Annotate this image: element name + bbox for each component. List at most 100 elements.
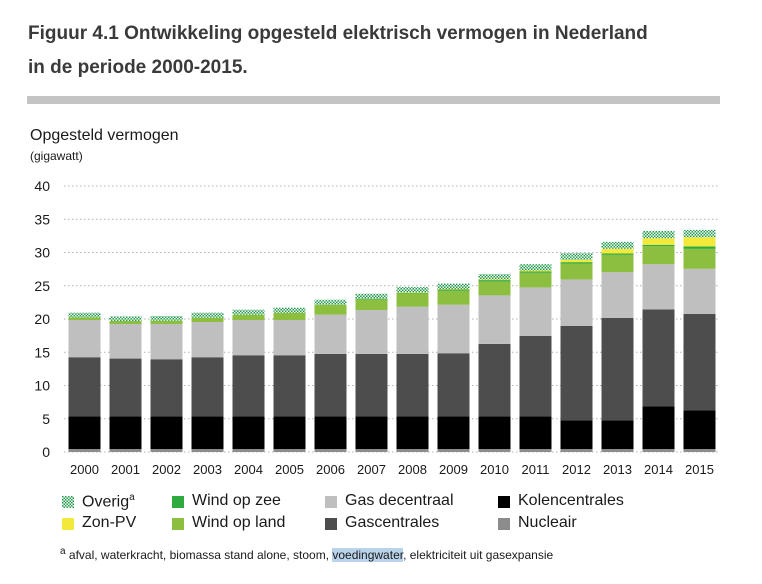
bar-segment-kolencentrales — [314, 416, 347, 450]
bar-segment-zon-pv — [642, 238, 675, 245]
bar-segment-zon-pv — [478, 279, 511, 281]
bars — [68, 229, 716, 452]
bar-segment-gas-decentraal — [191, 321, 224, 358]
bar-segment-nucleair — [683, 449, 716, 452]
bar-segment-gas-decentraal — [273, 319, 306, 356]
bar-segment-nucleair — [478, 449, 511, 452]
bar-segment-nucleair — [150, 449, 183, 452]
legend-swatch — [498, 518, 510, 530]
bar-segment-gas-decentraal — [314, 314, 347, 354]
legend-swatch — [325, 496, 337, 508]
bar-segment-wind-op-zee — [519, 271, 552, 273]
bar-segment-kolencentrales — [191, 416, 224, 450]
bar-segment-wind-op-land — [601, 254, 634, 273]
bar-segment-gascentrales — [314, 353, 347, 417]
x-tick-label: 2003 — [193, 462, 222, 477]
bar-segment-wind-op-land — [642, 246, 675, 265]
bar-segment-wind-op-zee — [355, 298, 388, 300]
bar-segment-overig — [601, 241, 634, 249]
bar-segment-overig — [519, 264, 552, 271]
bar-segment-nucleair — [519, 449, 552, 452]
x-tick-label: 2008 — [398, 462, 427, 477]
legend-label: Gascentrales — [345, 514, 440, 531]
y-axis-label: Opgesteld vermogen — [30, 127, 179, 144]
bar-segment-gas-decentraal — [642, 264, 675, 310]
bar-segment-wind-op-land — [355, 299, 388, 311]
bar-segment-wind-op-zee — [560, 262, 593, 264]
y-tick-label: 5 — [42, 411, 50, 427]
bar-stack-2001 — [109, 316, 142, 452]
y-tick-label: 10 — [34, 378, 50, 394]
bar-segment-kolencentrales — [560, 420, 593, 450]
figure-title-line-2: in de periode 2000-2015. — [28, 57, 248, 78]
bar-stack-2002 — [150, 316, 183, 452]
figure-title-line-1: Figuur 4.1 Ontwikkeling opgesteld elektr… — [28, 23, 648, 44]
bar-segment-gascentrales — [273, 355, 306, 417]
bar-segment-kolencentrales — [396, 416, 429, 450]
bar-segment-overig — [314, 299, 347, 305]
x-tick-label: 2015 — [685, 462, 714, 477]
bar-segment-overig — [273, 307, 306, 313]
bar-segment-overig — [355, 293, 388, 299]
bar-segment-gascentrales — [478, 343, 511, 417]
bar-stack-2000 — [68, 312, 101, 452]
bar-segment-kolencentrales — [232, 416, 265, 450]
bar-segment-wind-op-land — [437, 290, 470, 305]
legend-swatch — [325, 518, 337, 530]
x-tick-label: 2011 — [522, 462, 550, 477]
bar-stack-2004 — [232, 309, 265, 452]
title-divider — [27, 96, 720, 104]
bar-segment-gas-decentraal — [68, 319, 101, 358]
bar-segment-overig — [642, 230, 675, 239]
x-tick-label: 2009 — [439, 462, 468, 477]
footnote-text-after: , elektriciteit uit gasexpansie — [403, 548, 554, 562]
x-tick-label: 2014 — [644, 462, 673, 477]
bar-segment-gascentrales — [437, 353, 470, 417]
legend-label: Kolencentrales — [518, 492, 624, 509]
x-tick-label: 2005 — [275, 462, 304, 477]
x-tick-label: 2001 — [111, 462, 140, 477]
x-tick-label: 2010 — [480, 462, 509, 477]
bar-segment-zon-pv — [560, 259, 593, 263]
bar-segment-wind-op-zee — [601, 253, 634, 255]
bar-segment-kolencentrales — [150, 416, 183, 450]
bar-segment-gascentrales — [355, 353, 388, 417]
x-tick-label: 2004 — [234, 462, 263, 477]
legend-label: Gas decentraal — [345, 492, 454, 509]
legend-label: Nucleair — [518, 514, 577, 531]
bar-segment-kolencentrales — [68, 416, 101, 450]
footnote-highlighted-text[interactable]: voedingwater — [332, 548, 404, 562]
bar-segment-gas-decentraal — [150, 323, 183, 360]
bar-segment-gascentrales — [560, 325, 593, 421]
bar-segment-overig — [191, 312, 224, 318]
bar-segment-gas-decentraal — [478, 295, 511, 344]
x-tick-label: 2000 — [70, 462, 99, 477]
bar-segment-nucleair — [109, 449, 142, 452]
bar-segment-wind-op-zee — [478, 280, 511, 282]
bar-segment-gas-decentraal — [560, 279, 593, 326]
bar-segment-nucleair — [191, 449, 224, 452]
y-tick-label: 25 — [34, 278, 50, 294]
x-tick-label: 2007 — [357, 462, 386, 477]
bar-segment-wind-op-land — [232, 314, 265, 320]
x-tick-label: 2013 — [603, 462, 632, 477]
bar-segment-gas-decentraal — [683, 268, 716, 315]
legend-swatch — [62, 518, 74, 530]
bar-stack-2005 — [273, 307, 306, 452]
y-tick-label: 35 — [34, 211, 50, 227]
legend-label: Wind op zee — [192, 492, 281, 509]
bar-segment-kolencentrales — [683, 410, 716, 450]
bar-segment-zon-pv — [601, 248, 634, 254]
bar-segment-kolencentrales — [355, 416, 388, 450]
bar-segment-wind-op-land — [68, 317, 101, 320]
bar-segment-nucleair — [273, 449, 306, 452]
y-tick-labels: 0 5 10 15 20 25 30 35 40 — [34, 178, 50, 460]
bar-segment-wind-op-land — [519, 272, 552, 288]
bar-segment-gascentrales — [683, 314, 716, 411]
bar-segment-kolencentrales — [437, 416, 470, 450]
bar-segment-kolencentrales — [642, 406, 675, 450]
bar-segment-wind-op-land — [396, 293, 429, 307]
bar-segment-wind-op-land — [478, 281, 511, 296]
bar-segment-gas-decentraal — [109, 323, 142, 359]
bar-segment-gascentrales — [642, 309, 675, 407]
